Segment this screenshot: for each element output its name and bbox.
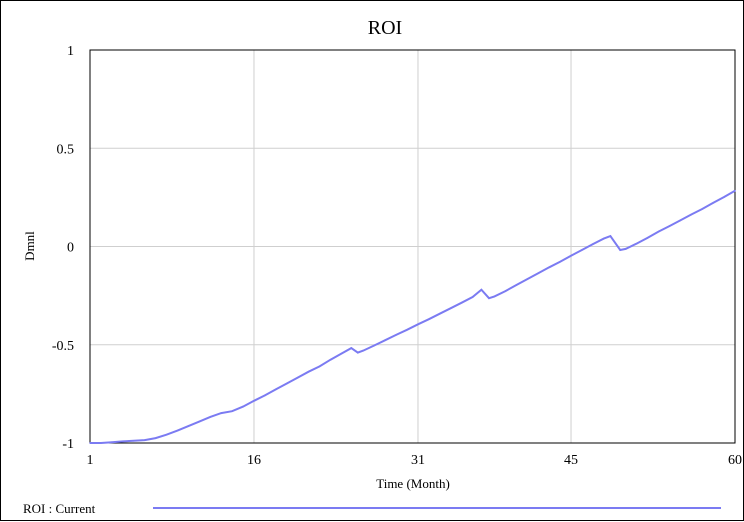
data-point: [318, 365, 321, 368]
data-point: [471, 296, 474, 298]
data-point: [592, 243, 594, 245]
x-tick-label: 60: [728, 453, 742, 468]
y-tick-labels: 1 0.5 0 -0.5 -1: [52, 44, 74, 452]
x-axis-title: Time (Month): [376, 476, 450, 491]
data-point: [373, 344, 376, 347]
data-point: [624, 248, 627, 250]
data-point: [253, 400, 255, 402]
data-point: [220, 412, 222, 414]
y-tick-label: -1: [62, 437, 74, 452]
data-point: [679, 219, 682, 222]
data-point: [111, 441, 113, 444]
data-point: [690, 213, 693, 216]
x-tick-labels: 1 16 31 45 60: [87, 453, 743, 468]
data-point: [488, 297, 490, 300]
x-tick-label: 45: [564, 453, 578, 468]
data-point: [701, 208, 703, 210]
data-point: [340, 352, 343, 355]
data-point: [264, 394, 266, 397]
data-point: [406, 329, 408, 331]
data-point: [570, 254, 572, 257]
data-point: [275, 388, 277, 391]
plot-area-border: [89, 49, 736, 444]
data-point: [187, 425, 190, 427]
data-point: [668, 225, 671, 227]
data-point: [504, 290, 507, 292]
data-point: [635, 242, 638, 245]
chart-title: ROI: [368, 17, 402, 39]
data-point: [712, 202, 714, 204]
data-point: [176, 429, 179, 432]
y-tick-label: -0.5: [52, 339, 74, 354]
legend-label: ROI : Current: [23, 501, 96, 516]
x-tick-label: 16: [247, 453, 261, 468]
data-point: [209, 416, 212, 418]
data-point: [143, 439, 146, 441]
data-points: [89, 189, 736, 444]
data-point: [646, 237, 649, 239]
y-tick-label: 0.5: [57, 142, 75, 157]
data-point: [657, 230, 660, 233]
data-point: [480, 288, 483, 291]
data-point: [417, 323, 419, 326]
data-point: [132, 440, 135, 442]
data-point: [384, 339, 387, 342]
data-point: [515, 284, 518, 286]
data-point: [122, 440, 124, 443]
legend: ROI : Current: [23, 501, 721, 516]
data-point: [460, 301, 463, 304]
y-tick-label: 1: [67, 44, 74, 59]
data-point: [307, 370, 310, 373]
data-point: [559, 261, 561, 263]
y-tick-label: 0: [67, 241, 74, 256]
data-point: [619, 249, 621, 251]
data-point: [154, 437, 157, 439]
data-point: [198, 420, 201, 423]
data-point: [296, 376, 299, 379]
data-point: [428, 318, 430, 321]
data-point: [581, 249, 583, 251]
data-point: [493, 295, 496, 298]
x-tick-label: 1: [87, 453, 94, 468]
data-point: [89, 442, 91, 444]
data-point: [603, 237, 605, 240]
data-point: [537, 272, 539, 275]
data-point: [395, 334, 397, 336]
data-point: [100, 442, 102, 444]
data-point: [357, 351, 359, 354]
data-point: [350, 347, 353, 349]
data-point: [439, 312, 441, 315]
data-point: [723, 196, 725, 198]
data-point: [329, 358, 332, 361]
data-point: [286, 382, 288, 385]
roi-series-line: [90, 189, 736, 444]
y-axis-title: Dmnl: [22, 231, 37, 261]
data-point: [242, 405, 244, 408]
data-point: [450, 307, 452, 310]
x-tick-label: 31: [411, 453, 425, 468]
data-point: [734, 189, 736, 192]
data-point: [609, 235, 612, 237]
data-point: [526, 278, 529, 280]
data-point: [165, 433, 168, 436]
data-point: [362, 349, 365, 352]
grid: [90, 50, 735, 443]
data-point: [231, 410, 233, 413]
data-point: [548, 266, 550, 269]
